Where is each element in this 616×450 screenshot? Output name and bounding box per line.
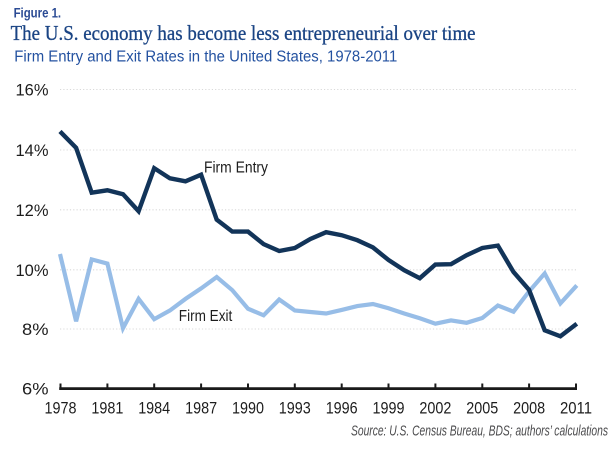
svg-text:1993: 1993 [279, 398, 311, 417]
svg-text:6%: 6% [22, 380, 49, 399]
svg-text:1978: 1978 [45, 398, 77, 417]
svg-text:1990: 1990 [232, 398, 264, 417]
svg-text:1999: 1999 [373, 398, 405, 417]
svg-text:Source: U.S. Census Bureau, BD: Source: U.S. Census Bureau, BDS; authors… [351, 423, 608, 439]
svg-text:16%: 16% [16, 81, 49, 100]
svg-text:1984: 1984 [138, 398, 170, 417]
svg-text:12%: 12% [16, 201, 49, 220]
svg-text:2008: 2008 [513, 398, 545, 417]
svg-text:1981: 1981 [91, 398, 123, 417]
svg-text:Firm Entry: Firm Entry [204, 159, 268, 176]
svg-text:1996: 1996 [326, 398, 358, 417]
svg-text:The U.S. economy has become le: The U.S. economy has become less entrepr… [11, 21, 476, 45]
svg-text:2011: 2011 [560, 398, 592, 417]
svg-text:Firm Entry and Exit Rates in t: Firm Entry and Exit Rates in the United … [14, 48, 397, 65]
svg-text:14%: 14% [16, 141, 49, 160]
svg-text:8%: 8% [22, 320, 49, 339]
svg-text:2002: 2002 [419, 398, 451, 417]
svg-text:2005: 2005 [466, 398, 498, 417]
svg-text:10%: 10% [16, 261, 49, 280]
svg-text:Firm Exit: Firm Exit [179, 308, 233, 325]
svg-text:Figure 1.: Figure 1. [14, 5, 62, 20]
svg-text:1987: 1987 [185, 398, 217, 417]
